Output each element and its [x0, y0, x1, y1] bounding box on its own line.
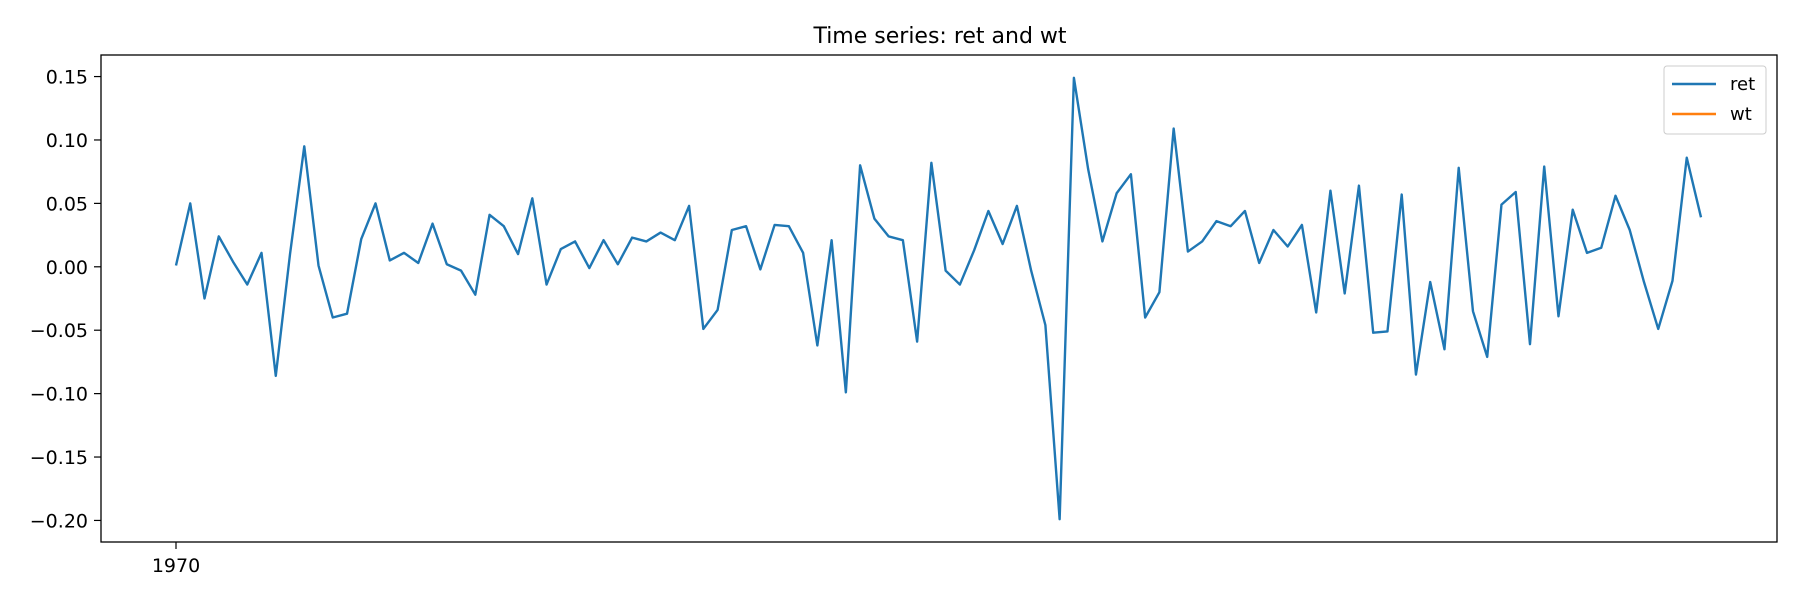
legend-label-wt: wt [1730, 104, 1752, 125]
y-tick-label: −0.10 [30, 384, 88, 406]
y-tick-label: 0.15 [46, 67, 88, 89]
y-tick-label: −0.15 [30, 447, 88, 469]
y-tick-label: 0.10 [46, 130, 88, 152]
y-tick-label: −0.20 [30, 510, 88, 532]
y-axis: 0.15 0.10 0.05 0.00 −0.05 −0.10 −0.15 −0.20 [30, 67, 101, 532]
series-line-ret [174, 76, 1703, 521]
y-tick-label: 0.05 [46, 193, 88, 215]
x-tick-label: 1970 [152, 555, 200, 577]
x-axis: 1970 [152, 542, 200, 577]
legend-label-ret: ret [1730, 74, 1755, 95]
chart-title: Time series: ret and wt [812, 24, 1066, 49]
plot-frame [100, 54, 1778, 543]
y-tick-label: 0.00 [46, 257, 88, 279]
legend: ret wt [1663, 65, 1767, 135]
y-tick-label: −0.05 [30, 320, 88, 342]
